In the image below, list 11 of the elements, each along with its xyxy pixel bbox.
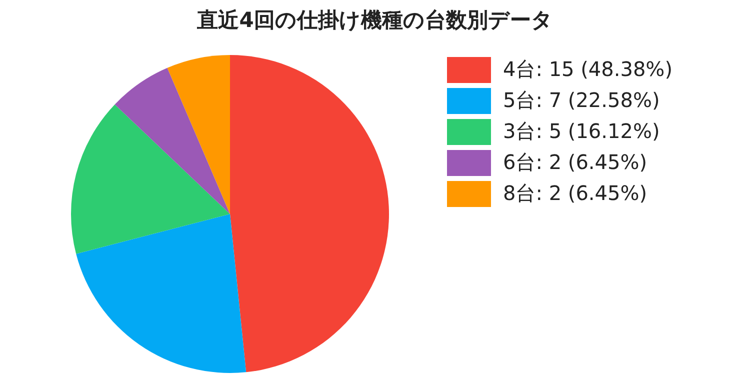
pie-slice bbox=[71, 104, 230, 254]
legend-label: 4台: 15 (48.38%) bbox=[503, 56, 672, 83]
legend-label: 6台: 2 (6.45%) bbox=[503, 149, 648, 176]
chart-title: 直近4回の仕掛け機種の台数別データ bbox=[196, 7, 554, 34]
pie-slice bbox=[167, 55, 230, 214]
pie-slice bbox=[114, 68, 230, 214]
legend-label: 3台: 5 (16.12%) bbox=[503, 118, 660, 145]
legend-label: 5台: 7 (22.58%) bbox=[503, 87, 660, 114]
legend-label: 8台: 2 (6.45%) bbox=[503, 180, 648, 207]
pie-slice bbox=[76, 214, 246, 373]
pie-slice bbox=[230, 55, 389, 372]
